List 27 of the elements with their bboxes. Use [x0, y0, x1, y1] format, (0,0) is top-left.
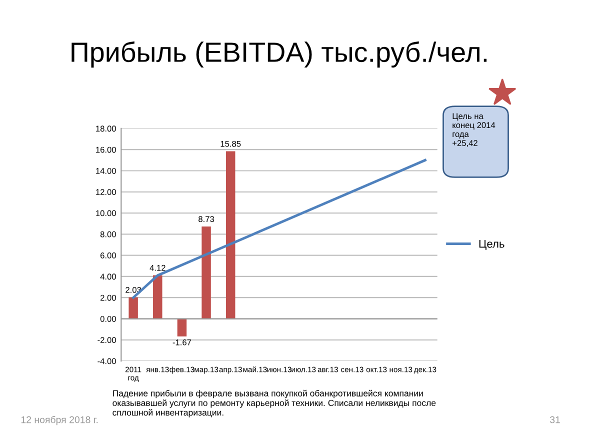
y-tick-label: 10.00 [96, 210, 116, 216]
y-tick-label: 12.00 [96, 189, 116, 195]
y-tick-label: -4.00 [98, 358, 116, 364]
legend-label: Цель [479, 240, 504, 250]
bar [202, 226, 211, 319]
data-label: 8.73 [198, 216, 214, 222]
bar [153, 275, 162, 319]
text: 12 ноября 2018 г. [21, 416, 98, 426]
y-tick-label: 0.00 [100, 316, 116, 322]
y-tick-label: 2.00 [100, 294, 116, 301]
y-tick-label: 16.00 [96, 146, 116, 153]
y-tick-label: 6.00 [100, 252, 116, 258]
data-label: 15.85 [220, 140, 241, 147]
data-label: -1.67 [172, 339, 192, 346]
y-tick-label: 4.00 [100, 274, 116, 280]
bar [226, 151, 236, 319]
data-label: 4.12 [150, 264, 166, 271]
y-tick-label: 14.00 [96, 168, 116, 174]
text: Падение прибыли в феврале вызвана покупкой обанкротившейся компании оказывавшей услуги по ремонту карьерной техники. Списали неликвиды после сплошной инвентаризации. [112, 390, 436, 418]
y-tick-label: 8.00 [100, 231, 116, 238]
text: 31 [550, 416, 560, 424]
bar [177, 318, 187, 336]
chart-title: Прибыль (EBITDA) тыс.руб./чел. [72, 41, 487, 68]
bar [128, 297, 138, 319]
y-tick-label: -2.00 [98, 337, 116, 344]
y-tick-label: 18.00 [96, 126, 116, 132]
text: Цель на конец 2014 года +25,42 [452, 113, 496, 147]
